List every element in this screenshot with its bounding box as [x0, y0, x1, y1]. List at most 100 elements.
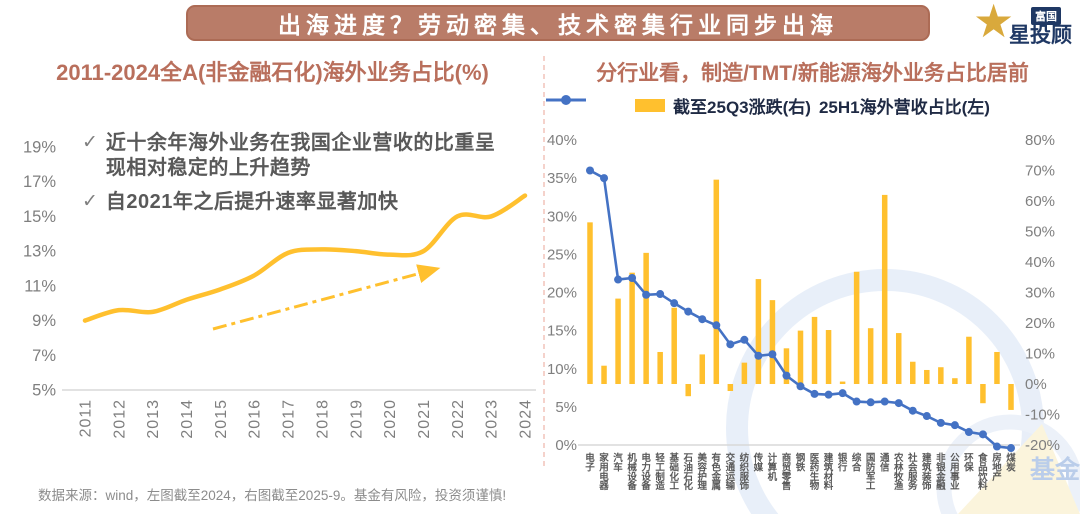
svg-text:农林牧渔: 农林牧渔 [893, 452, 904, 492]
svg-text:30%: 30% [1025, 285, 1055, 302]
change-bars [587, 179, 1014, 410]
svg-text:2013: 2013 [145, 399, 162, 439]
svg-text:2015: 2015 [213, 399, 230, 439]
svg-text:基础化工: 基础化工 [668, 452, 679, 492]
svg-text:传媒: 传媒 [753, 452, 764, 473]
svg-text:2018: 2018 [314, 399, 331, 439]
svg-text:环保: 环保 [963, 453, 974, 473]
check-icon: ✓ [82, 132, 98, 153]
right-chart-legend: 截至25Q3涨跌(右) 25H1海外营收占比(左) [545, 93, 1080, 118]
svg-text:基金: 基金 [1030, 455, 1080, 484]
category-labels: 电子家用电器汽车机械设备电力设备轻工制造基础化工石油石化美容护理有色金属交通运输… [585, 452, 1016, 492]
right-y-ticks: 80% 70% 60% 50% 40% 30% 20% 10% 0% -10% -20% [1025, 132, 1060, 454]
check-icon: ✓ [82, 191, 98, 212]
svg-text:2012: 2012 [111, 399, 128, 439]
svg-text:2024: 2024 [518, 399, 535, 439]
svg-text:40%: 40% [1025, 254, 1055, 271]
svg-text:0%: 0% [555, 437, 577, 454]
svg-text:13%: 13% [23, 243, 56, 261]
svg-text:40%: 40% [547, 132, 577, 149]
svg-text:2022: 2022 [450, 399, 467, 439]
svg-text:房地产: 房地产 [992, 452, 1002, 483]
left-chart-annotations: ✓ 近十余年海外业务在我国企业营收的比重呈现相对稳定的上升趋势 ✓ 自2021年… [82, 131, 522, 224]
svg-text:社会服务: 社会服务 [907, 452, 918, 492]
svg-text:石油石化: 石油石化 [682, 453, 693, 492]
svg-text:35%: 35% [547, 170, 577, 187]
svg-text:5%: 5% [555, 399, 577, 416]
svg-text:医药生物: 医药生物 [810, 453, 820, 492]
svg-text:-10%: -10% [1025, 407, 1060, 424]
star-icon: ★ [973, 0, 1015, 47]
logo-main-text: 星投顾 [1009, 24, 1072, 47]
svg-text:汽车: 汽车 [613, 452, 623, 473]
svg-text:2016: 2016 [247, 399, 264, 439]
overseas-share-line [82, 193, 528, 323]
line-series-label: 25H1海外营收占比(左) [818, 98, 990, 117]
y-axis-ticks: 19% 17% 15% 13% 11% 9% 7% 5% [23, 139, 56, 400]
svg-text:2020: 2020 [382, 399, 399, 439]
logo-box-text: 富国 [1031, 7, 1061, 25]
svg-text:7%: 7% [32, 347, 56, 365]
svg-text:25%: 25% [547, 246, 577, 263]
svg-text:综合: 综合 [852, 452, 862, 473]
svg-text:80%: 80% [1025, 132, 1055, 149]
svg-text:2014: 2014 [179, 399, 196, 439]
bar-series-swatch [635, 99, 666, 112]
trend-arrow [212, 264, 441, 331]
overseas-revenue-line [586, 166, 1015, 453]
x-axis-ticks: 2011 2012 2013 2014 2015 2016 2017 2018 2019 2020… [78, 399, 535, 439]
svg-text:2021: 2021 [416, 399, 433, 439]
svg-text:15%: 15% [547, 323, 577, 340]
svg-text:国防军工: 国防军工 [866, 453, 876, 492]
svg-text:建筑材料: 建筑材料 [823, 452, 834, 492]
svg-text:建筑装饰: 建筑装饰 [921, 452, 932, 492]
svg-text:机械设备: 机械设备 [626, 452, 637, 492]
svg-text:2011: 2011 [78, 399, 95, 437]
svg-text:19%: 19% [23, 139, 56, 157]
svg-text:计算机: 计算机 [768, 452, 778, 483]
svg-text:60%: 60% [1025, 193, 1055, 210]
svg-text:食品饮料: 食品饮料 [977, 452, 988, 492]
left-chart-title: 2011-2024全A(非金融石化)海外业务占比(%) [56, 60, 489, 85]
svg-text:2017: 2017 [281, 399, 298, 439]
svg-text:商贸零售: 商贸零售 [781, 452, 792, 492]
svg-text:纺织服饰: 纺织服饰 [739, 452, 750, 492]
svg-text:银行: 银行 [837, 452, 848, 473]
svg-text:通信: 通信 [880, 453, 890, 473]
svg-text:20%: 20% [547, 285, 577, 302]
svg-text:电力设备: 电力设备 [640, 452, 651, 492]
svg-text:17%: 17% [23, 173, 56, 191]
svg-text:10%: 10% [547, 361, 577, 378]
svg-text:电子: 电子 [585, 452, 595, 473]
right-chart-title: 分行业看，制造/TMT/新能源海外业务占比居前 [596, 62, 1029, 85]
svg-text:钢铁: 钢铁 [796, 452, 806, 473]
bar-series-label: 截至25Q3涨跌(右) [673, 98, 811, 117]
svg-text:70%: 70% [1025, 163, 1055, 180]
svg-text:50%: 50% [1025, 224, 1055, 241]
svg-text:-20%: -20% [1025, 437, 1060, 454]
svg-text:家用电器: 家用电器 [598, 452, 609, 492]
svg-text:0%: 0% [1025, 376, 1047, 393]
annotation: ✓ 自2021年之后提升速率显著加快 [82, 191, 399, 213]
svg-text:15%: 15% [23, 208, 56, 226]
header-banner: 出海进度？劳动密集、技术密集行业同步出海 [186, 5, 930, 41]
industry-combo-chart: 基金 40% 35% 30% 25% 20% 15% 10% 5% 0% 80% 70% 60% 50% 4… [547, 132, 1080, 514]
svg-text:有色金属: 有色金属 [711, 452, 722, 492]
page-title: 出海进度？劳动密集、技术密集行业同步出海 [278, 12, 838, 38]
brand-logo: ★ 富国 星投顾 [973, 0, 1072, 51]
annotation: ✓ 近十余年海外业务在我国企业营收的比重呈现相对稳定的上升趋势 [82, 132, 496, 179]
svg-text:10%: 10% [1025, 346, 1055, 363]
svg-text:公用事业: 公用事业 [949, 453, 960, 492]
svg-text:11%: 11% [24, 277, 56, 295]
svg-text:2023: 2023 [484, 399, 501, 439]
svg-text:5%: 5% [32, 382, 56, 400]
line-series-swatch [546, 95, 586, 105]
source-disclaimer: 数据来源：wind，左图截至2024，右图截至2025-9。基金有风险，投资须谨… [38, 488, 507, 503]
svg-text:美容护理: 美容护理 [697, 452, 708, 492]
svg-text:20%: 20% [1025, 315, 1055, 332]
svg-text:9%: 9% [32, 312, 56, 330]
svg-text:2019: 2019 [348, 399, 365, 439]
svg-text:交通运输: 交通运输 [726, 452, 736, 492]
svg-text:30%: 30% [547, 208, 577, 225]
